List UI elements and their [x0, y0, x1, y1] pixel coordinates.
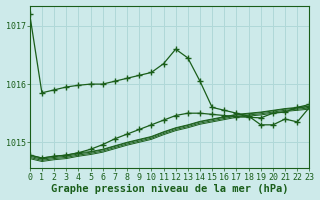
X-axis label: Graphe pression niveau de la mer (hPa): Graphe pression niveau de la mer (hPa) — [51, 184, 288, 194]
